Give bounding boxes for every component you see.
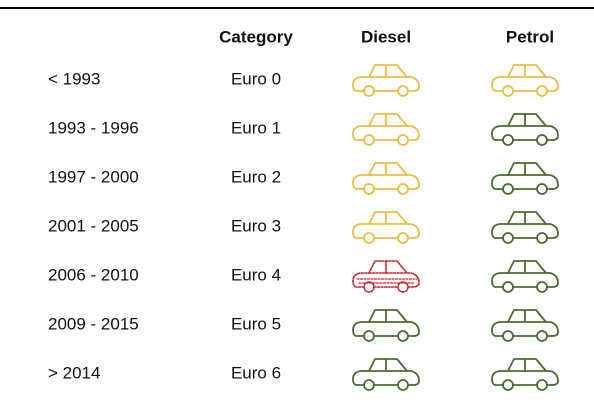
car-wheel <box>363 85 375 97</box>
car-wheel <box>363 183 375 195</box>
car-window <box>368 211 408 225</box>
car-wheel <box>536 232 548 244</box>
car-wheel <box>363 232 375 244</box>
header-diesel: Diesel <box>361 27 411 46</box>
years: 1997 - 2000 <box>48 167 139 186</box>
car-window <box>507 358 547 372</box>
car-window <box>507 162 547 176</box>
car-window <box>368 64 408 78</box>
car-wheel <box>363 134 375 146</box>
car-window <box>368 260 408 274</box>
car-window <box>507 309 547 323</box>
car-wheel <box>502 183 514 195</box>
car-wheel <box>397 379 409 391</box>
header-petrol: Petrol <box>506 27 554 46</box>
car-wheel <box>397 134 409 146</box>
car-wheel <box>536 183 548 195</box>
car-wheel <box>502 281 514 293</box>
car-wheel <box>536 85 548 97</box>
category: Euro 5 <box>231 314 281 333</box>
car-wheel <box>363 281 375 293</box>
car-wheel <box>536 379 548 391</box>
car-icon <box>352 211 420 244</box>
car-wheel <box>397 85 409 97</box>
car-window <box>507 211 547 225</box>
car-wheel <box>363 379 375 391</box>
car-wheel <box>502 379 514 391</box>
years: 2009 - 2015 <box>48 314 139 333</box>
years: 2001 - 2005 <box>48 216 139 235</box>
car-icon <box>491 211 559 244</box>
category: Euro 0 <box>231 69 281 88</box>
car-icon <box>491 260 559 293</box>
car-wheel <box>397 330 409 342</box>
car-window <box>368 113 408 127</box>
car-icon <box>491 64 559 97</box>
car-icon <box>352 358 420 391</box>
car-wheel <box>536 330 548 342</box>
category: Euro 3 <box>231 216 281 235</box>
car-wheel <box>397 183 409 195</box>
car-icon <box>491 113 559 146</box>
years: 2006 - 2010 <box>48 265 139 284</box>
category: Euro 6 <box>231 363 281 382</box>
car-icon <box>491 162 559 195</box>
car-window <box>507 64 547 78</box>
header-category: Category <box>219 27 293 46</box>
car-wheel <box>397 232 409 244</box>
car-window <box>368 358 408 372</box>
category: Euro 4 <box>231 265 281 284</box>
car-body-inner <box>356 278 418 284</box>
car-wheel <box>363 330 375 342</box>
car-icon <box>491 358 559 391</box>
car-window <box>507 260 547 274</box>
car-window <box>368 309 408 323</box>
car-wheel <box>502 232 514 244</box>
car-wheel <box>536 134 548 146</box>
car-window <box>368 162 408 176</box>
car-icon <box>352 309 420 342</box>
car-icon <box>352 162 420 195</box>
car-wheel <box>502 134 514 146</box>
years: 1993 - 1996 <box>48 118 139 137</box>
years: > 2014 <box>48 363 100 382</box>
car-wheel <box>502 330 514 342</box>
category: Euro 1 <box>231 118 281 137</box>
car-icon <box>352 64 420 97</box>
car-icon <box>352 113 420 146</box>
car-wheel <box>536 281 548 293</box>
car-wheel <box>397 281 409 293</box>
car-icon <box>352 260 420 293</box>
years: < 1993 <box>48 69 100 88</box>
car-window <box>507 113 547 127</box>
car-icon <box>491 309 559 342</box>
category: Euro 2 <box>231 167 281 186</box>
car-wheel <box>502 85 514 97</box>
